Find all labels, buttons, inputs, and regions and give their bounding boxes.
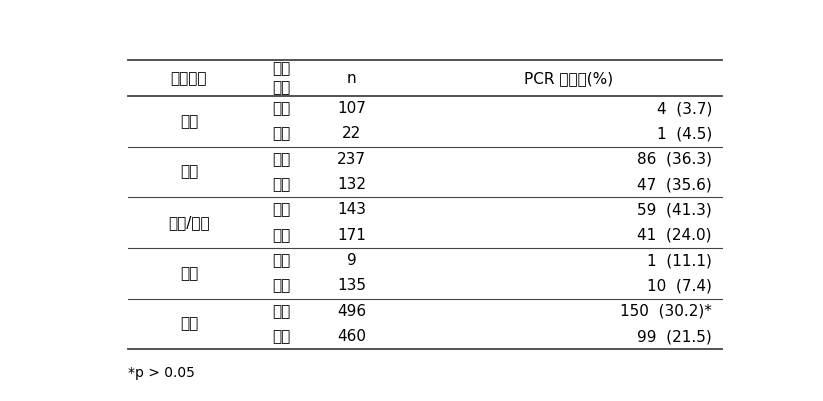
Text: 4  (3.7): 4 (3.7) xyxy=(657,101,712,116)
Text: 22: 22 xyxy=(342,126,361,142)
Text: 육성/비육: 육성/비육 xyxy=(168,215,210,230)
Text: 132: 132 xyxy=(337,177,366,192)
Text: 분변
형태: 분변 형태 xyxy=(272,61,291,95)
Text: 10  (7.4): 10 (7.4) xyxy=(647,278,712,294)
Text: 포유: 포유 xyxy=(180,114,198,129)
Text: 정상: 정상 xyxy=(272,228,291,243)
Text: 171: 171 xyxy=(337,228,366,243)
Text: 사육구간: 사육구간 xyxy=(170,71,207,86)
Text: 1  (4.5): 1 (4.5) xyxy=(657,126,712,142)
Text: 59  (41.3): 59 (41.3) xyxy=(637,203,712,217)
Text: 모돈: 모돈 xyxy=(180,266,198,281)
Text: 설사: 설사 xyxy=(272,152,291,167)
Text: 143: 143 xyxy=(337,203,366,217)
Text: 47  (35.6): 47 (35.6) xyxy=(637,177,712,192)
Text: 86  (36.3): 86 (36.3) xyxy=(637,152,712,167)
Text: 정상: 정상 xyxy=(272,177,291,192)
Text: 이유: 이유 xyxy=(180,164,198,179)
Text: 99  (21.5): 99 (21.5) xyxy=(637,329,712,344)
Text: 설사: 설사 xyxy=(272,101,291,116)
Text: 107: 107 xyxy=(337,101,366,116)
Text: *p > 0.05: *p > 0.05 xyxy=(128,366,195,380)
Text: 460: 460 xyxy=(337,329,366,344)
Text: 설사: 설사 xyxy=(272,304,291,319)
Text: 총계: 총계 xyxy=(180,316,198,331)
Text: 135: 135 xyxy=(337,278,366,294)
Text: 정상: 정상 xyxy=(272,278,291,294)
Text: PCR 양성수(%): PCR 양성수(%) xyxy=(524,71,613,86)
Text: 정상: 정상 xyxy=(272,329,291,344)
Text: 237: 237 xyxy=(337,152,366,167)
Text: 496: 496 xyxy=(337,304,366,319)
Text: 설사: 설사 xyxy=(272,253,291,268)
Text: n: n xyxy=(346,71,356,86)
Text: 150  (30.2)*: 150 (30.2)* xyxy=(620,304,712,319)
Text: 41  (24.0): 41 (24.0) xyxy=(638,228,712,243)
Text: 설사: 설사 xyxy=(272,203,291,217)
Text: 1  (11.1): 1 (11.1) xyxy=(647,253,712,268)
Text: 정상: 정상 xyxy=(272,126,291,142)
Text: 9: 9 xyxy=(346,253,356,268)
